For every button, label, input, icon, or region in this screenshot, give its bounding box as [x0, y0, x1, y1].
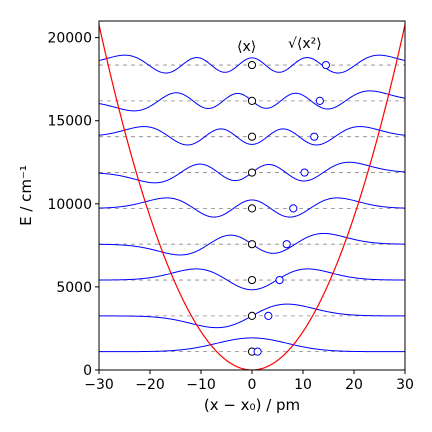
expectation-x-marker-1 — [248, 312, 255, 319]
y-tick-label: 5000 — [56, 280, 92, 296]
y-tick-label: 20000 — [47, 31, 92, 47]
y-tick-label: 0 — [83, 363, 92, 379]
x-tick-label: 0 — [248, 377, 257, 393]
rms-x-marker-3 — [283, 241, 290, 248]
expectation-x-marker-8 — [248, 61, 255, 68]
expectation-x-marker-7 — [248, 97, 255, 104]
x-tick-label: 30 — [396, 377, 414, 393]
x-tick-label: −30 — [84, 377, 114, 393]
y-tick-label: 10000 — [47, 197, 92, 213]
x-tick-label: −20 — [135, 377, 165, 393]
x-tick-label: 20 — [345, 377, 363, 393]
rms-x-marker-0 — [254, 348, 261, 355]
expectation-x-marker-4 — [248, 205, 255, 212]
x-axis-label: (x − x₀) / pm — [204, 396, 300, 414]
y-axis-label: E / cm⁻¹ — [17, 165, 35, 226]
rms-x-marker-8 — [322, 61, 329, 68]
rms-x-marker-1 — [265, 312, 272, 319]
expectation-x-label: ⟨x⟩ — [237, 39, 256, 55]
rms-x-marker-5 — [301, 169, 308, 176]
rms-x-label: √⟨x²⟩ — [288, 36, 322, 52]
expectation-x-marker-6 — [248, 133, 255, 140]
rms-x-marker-7 — [316, 97, 323, 104]
expectation-x-marker-3 — [248, 241, 255, 248]
rms-x-marker-6 — [311, 133, 318, 140]
rms-x-marker-4 — [290, 205, 297, 212]
rms-x-marker-2 — [276, 276, 283, 283]
x-tick-label: 10 — [294, 377, 312, 393]
expectation-x-marker-5 — [248, 169, 255, 176]
y-tick-label: 15000 — [47, 114, 92, 130]
expectation-x-marker-2 — [248, 276, 255, 283]
x-tick-label: −10 — [186, 377, 216, 393]
